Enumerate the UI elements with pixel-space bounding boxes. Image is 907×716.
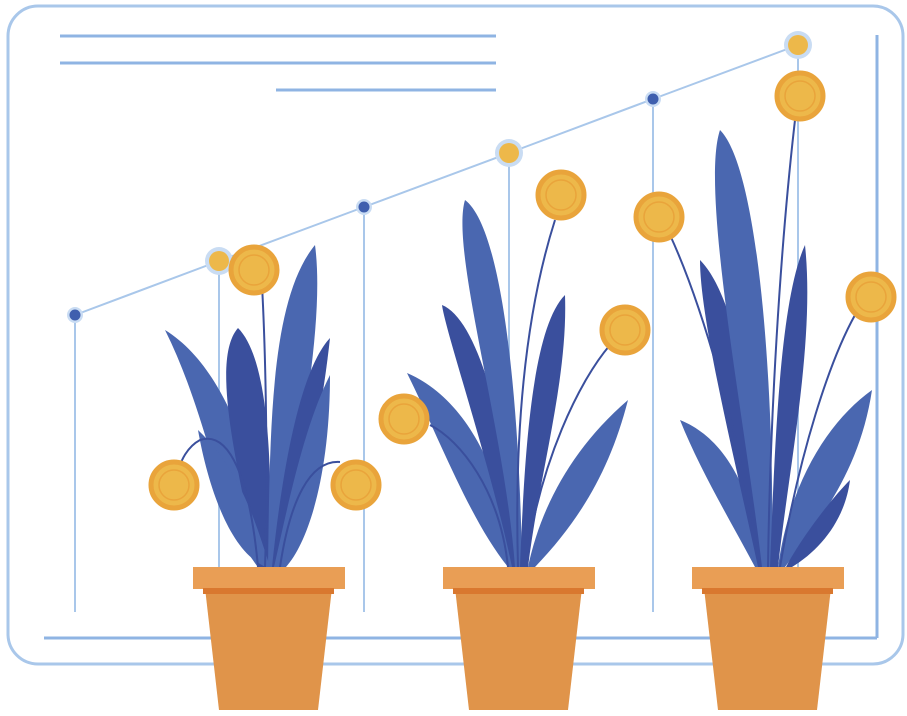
- text-placeholder: [60, 34, 496, 92]
- data-point-3: [356, 199, 372, 215]
- flower-pot-icon: [193, 567, 345, 710]
- coin-point-2: [205, 247, 233, 275]
- chart-points: [67, 31, 812, 323]
- plant-1: [148, 244, 382, 710]
- coin-point-4: [495, 139, 523, 167]
- data-point-1: [67, 307, 83, 323]
- chart-trend-line: [74, 44, 799, 316]
- trend-line: [74, 44, 799, 316]
- coin-point-6: [784, 31, 812, 59]
- plant-2: [378, 169, 651, 710]
- plant-3: [633, 70, 897, 710]
- coin-icon: [228, 244, 280, 296]
- coin-icon: [599, 304, 651, 356]
- data-point-5: [645, 91, 661, 107]
- flower-pot-icon: [443, 567, 595, 710]
- coin-icon: [378, 393, 430, 445]
- coin-icon: [774, 70, 826, 122]
- plant-icon: [165, 245, 341, 568]
- coin-icon: [845, 271, 897, 323]
- coin-icon: [633, 191, 685, 243]
- coin-icon: [330, 459, 382, 511]
- plant-icon: [669, 119, 872, 568]
- flower-pot-icon: [692, 567, 844, 710]
- coin-icon: [535, 169, 587, 221]
- plant-icon: [407, 200, 628, 568]
- coin-icon: [148, 459, 200, 511]
